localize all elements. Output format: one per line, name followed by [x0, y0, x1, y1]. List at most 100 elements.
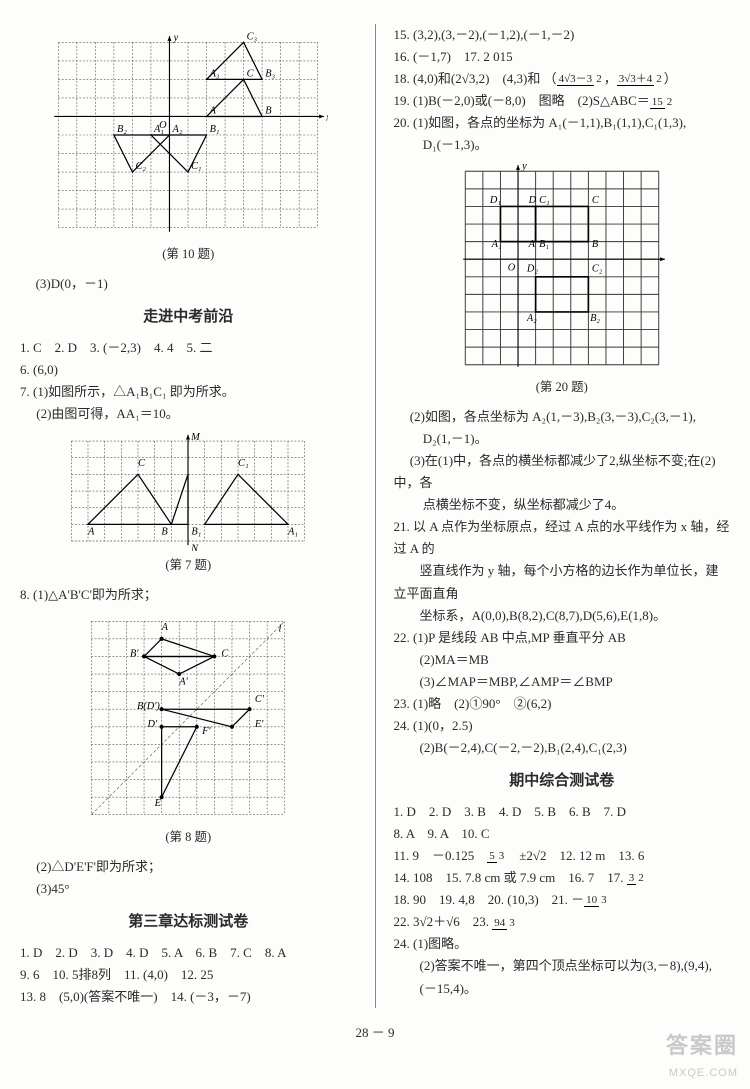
svg-text:C: C [222, 648, 229, 659]
q19: 19. (1)B(－2,0)或(－8,0) 图略 (2)S△ABC＝152 [394, 90, 731, 112]
heading-ch3: 第三章达标测试卷 [20, 910, 357, 936]
midterm-1-10: 1. D 2. D 3. B 4. D 5. B 6. B 7. D8. A 9… [394, 801, 731, 845]
svg-text:E': E' [254, 718, 264, 729]
svg-text:D': D' [147, 718, 158, 729]
q24: 24. (1)(0，2.5) (2)B(－2,4),C(－2,－2),B₁(2,… [394, 715, 731, 759]
svg-text:A₂: A₂ [526, 312, 537, 323]
text-line: (2)答案不唯一，第四个顶点坐标可以为(3,－8),(9,4), [394, 955, 731, 977]
svg-text:C₃: C₃ [247, 31, 258, 42]
figure-7-svg: M N A B C B₁ A₁ C₁ [63, 431, 313, 551]
page-footer: 28 － 9 [20, 1022, 730, 1044]
svg-text:B₂: B₂ [590, 312, 600, 323]
mid-q14-17: 14. 108 15. 7.8 cm 或 7.9 cm 16. 7 17. 32 [394, 867, 731, 889]
mid-q24: 24. (1)图略。 (2)答案不唯一，第四个顶点坐标可以为(3,－8),(9,… [394, 933, 731, 999]
text-line: (2)如图，各点坐标为 A₂(1,－3),B₂(3,－3),C₂(3,－1), [394, 406, 731, 428]
column-divider [375, 24, 376, 1008]
two-column-layout: x y O A B C A₁ B₁ C₁ A₂ B₂ C₂ A₃ B₃ C₃ (第 10 题) (3)D(0… [20, 24, 730, 1008]
text-line: 9. 6 10. 5排8列 11. (4,0) 12. 25 [20, 964, 357, 986]
svg-text:B: B [162, 527, 169, 538]
q20-part1: 20. (1)如图，各点的坐标为 A₁(－1,1),B₁(1,1),C₁(1,3… [394, 112, 731, 134]
svg-text:A₁: A₁ [490, 238, 501, 249]
svg-text:C': C' [255, 694, 265, 705]
figure-10-caption: (第 10 题) [20, 244, 357, 265]
text-line: 8. A 9. A 10. C [394, 823, 731, 845]
figure-8: lAB'A'CB(D')C'E'D'F'E (第 8 题) [20, 613, 357, 848]
svg-text:A': A' [178, 676, 188, 687]
text-line: 点横坐标不变，纵坐标都减少了4。 [394, 494, 731, 516]
svg-text:A₁: A₁ [287, 527, 298, 538]
right-column: 15. (3,2),(3,－2),(－1,2),(－1,－2)16. (－1,7… [394, 24, 731, 1008]
figure-7-caption: (第 7 题) [20, 555, 357, 576]
q20-rest: (2)如图，各点坐标为 A₂(1,－3),B₂(3,－3),C₂(3,－1), … [394, 406, 731, 516]
text-line: (3)45° [20, 878, 357, 900]
q10-part3: (3)D(0，－1) [20, 273, 357, 295]
svg-text:C: C [592, 194, 599, 205]
figure-20-svg: xyOA₁B₁C₁D₁ABCDA₂B₂C₂D₂ [457, 163, 667, 373]
svg-text:N: N [190, 544, 199, 552]
heading-zoujin: 走进中考前沿 [20, 305, 357, 331]
figure-20-caption: (第 20 题) [394, 377, 731, 398]
svg-text:D: D [527, 194, 536, 205]
svg-text:B₁: B₁ [192, 527, 202, 538]
svg-text:B(D'): B(D') [137, 701, 160, 712]
svg-text:A₂: A₂ [172, 124, 183, 135]
text-line: 坐标系，A(0,0),B(8,2),C(8,7),D(5,6),E(1,8)。 [394, 605, 731, 627]
svg-text:y: y [173, 32, 179, 43]
text-line: (3)在(1)中，各点的横坐标都减少了2,纵坐标不变;在(2)中，各 [394, 450, 731, 494]
svg-text:A₁: A₁ [153, 124, 164, 135]
q18: 18. (4,0)和(2√3,2) (4,3)和 （4√3－32，3√3＋42） [394, 68, 731, 90]
figure-20: xyOA₁B₁C₁D₁ABCDA₂B₂C₂D₂ (第 20 题) [394, 163, 731, 398]
svg-text:A: A [527, 238, 535, 249]
text-line: 1. D 2. D 3. D 4. D 5. A 6. B 7. C 8. A [20, 942, 357, 964]
q8-rest: (2)△D'E'F'即为所求； (3)45° [20, 856, 357, 900]
svg-text:C₁: C₁ [191, 161, 201, 172]
text-line: D₂(1,－1)。 [394, 428, 731, 450]
svg-text:l: l [279, 623, 282, 634]
heading-midterm: 期中综合测试卷 [394, 769, 731, 795]
svg-text:C₁: C₁ [539, 194, 549, 205]
figure-7: M N A B C B₁ A₁ C₁ (第 7 题) [20, 431, 357, 576]
svg-text:B₂: B₂ [117, 124, 127, 135]
svg-text:C₂: C₂ [592, 263, 603, 274]
text-line: 13. 8 (5,0)(答案不唯一) 14. (－3，－7) [20, 986, 357, 1008]
svg-text:x: x [325, 113, 328, 124]
text-line: 22. (1)P 是线段 AB 中点,MP 垂直平分 AB [394, 627, 731, 649]
mid-q22-23: 22. 3√2＋√6 23. 943 [394, 911, 731, 933]
svg-text:D₂: D₂ [526, 263, 538, 274]
q18-paren: （4√3－32，3√3＋42） [544, 71, 677, 86]
text-line: 21. 以 A 点作为坐标原点，经过 A 点的水平线作为 x 轴，经过 A 的 [394, 516, 731, 560]
figure-8-svg: lAB'A'CB(D')C'E'D'F'E [83, 613, 293, 823]
svg-text:B: B [592, 238, 599, 249]
svg-text:C₂: C₂ [136, 161, 147, 172]
q22: 22. (1)P 是线段 AB 中点,MP 垂直平分 AB (2)MA＝MB (… [394, 627, 731, 693]
text-line: 24. (1)(0，2.5) [394, 715, 731, 737]
mid-q11-13: 11. 9 －0.125 53 ±2√2 12. 12 m 13. 6 [394, 845, 731, 867]
zoujin-answers: 1. C 2. D 3. (－2,3) 4. 4 5. 二6. (6,0)7. … [20, 337, 357, 425]
q19-prefix: 19. (1)B(－2,0)或(－8,0) 图略 (2)S△ABC＝ [394, 93, 650, 108]
ch3-answers: 1. D 2. D 3. D 4. D 5. A 6. B 7. C 8. A9… [20, 942, 357, 1008]
q20-part1b: D₁(－1,3)。 [394, 134, 731, 156]
text-line: (3)∠MAP＝MBP,∠AMP＝∠BMP [394, 671, 731, 693]
text-line: (2)B(－2,4),C(－2,－2),B₁(2,4),C₁(2,3) [394, 737, 731, 759]
svg-text:A: A [209, 105, 217, 116]
svg-text:B': B' [130, 648, 139, 659]
svg-text:B₃: B₃ [265, 68, 275, 79]
figure-8-caption: (第 8 题) [20, 827, 357, 848]
svg-text:M: M [190, 432, 201, 443]
text-line: (2)MA＝MB [394, 649, 731, 671]
text-line: (2)由图可得，AA₁＝10。 [20, 403, 357, 425]
text-line: (2)△D'E'F'即为所求； [20, 856, 357, 878]
svg-text:A: A [87, 527, 95, 538]
svg-text:O: O [507, 262, 515, 273]
text-line: 1. C 2. D 3. (－2,3) 4. 4 5. 二 [20, 337, 357, 359]
figure-10-svg: xyOABCA₁B₁C₁A₂B₂C₂A₃B₃C₃ [48, 30, 328, 240]
svg-text:F': F' [201, 725, 211, 736]
svg-text:C₁: C₁ [238, 458, 249, 469]
svg-text:x: x [666, 255, 667, 266]
text-line: (－15,4)。 [394, 978, 731, 1000]
svg-text:C: C [138, 458, 146, 469]
text-line: 1. D 2. D 3. B 4. D 5. B 6. B 7. D [394, 801, 731, 823]
svg-text:A₃: A₃ [209, 68, 220, 79]
q21: 21. 以 A 点作为坐标原点，经过 A 点的水平线作为 x 轴，经过 A 的 … [394, 516, 731, 626]
text-line: 24. (1)图略。 [394, 933, 731, 955]
